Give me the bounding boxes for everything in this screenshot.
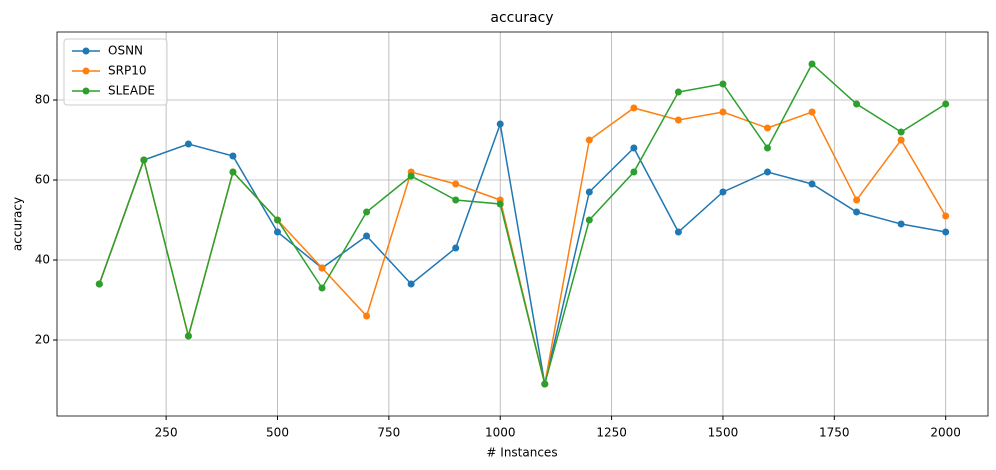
series-line	[98, 107, 947, 385]
y-axis-label: accuracy	[11, 197, 25, 251]
data-point	[585, 216, 593, 224]
legend-label: SLEADE	[108, 84, 155, 98]
legend-box	[63, 38, 168, 106]
data-point	[764, 124, 771, 132]
data-point	[184, 140, 192, 148]
data-point	[229, 168, 237, 176]
data-point	[363, 232, 371, 240]
data-point	[674, 228, 682, 236]
data-point	[95, 280, 103, 288]
data-point	[630, 168, 638, 176]
data-point	[630, 104, 638, 112]
data-point	[897, 136, 905, 144]
x-tick-label: 1750	[819, 426, 850, 440]
data-point	[764, 144, 771, 152]
series-line	[98, 121, 946, 385]
data-point	[407, 280, 415, 288]
data-point	[140, 156, 148, 164]
y-tick-label: 40	[35, 253, 50, 267]
data-point	[808, 60, 816, 68]
data-point	[897, 220, 905, 228]
data-point	[229, 152, 237, 160]
data-point	[496, 200, 504, 208]
data-point	[719, 80, 727, 88]
data-point	[318, 264, 326, 272]
data-point	[853, 196, 861, 204]
data-point	[274, 228, 281, 236]
data-point	[452, 244, 460, 252]
plot-frame	[56, 31, 989, 417]
y-tick-label: 80	[35, 93, 50, 107]
data-point	[808, 180, 816, 188]
legend: OSNN SRP10 SLEADE	[63, 38, 168, 106]
y-tick-label: 20	[35, 333, 50, 347]
data-point	[318, 284, 326, 292]
x-tick-label: 750	[377, 426, 400, 440]
data-point	[585, 136, 593, 144]
x-tick-label: 1500	[708, 426, 739, 440]
x-tick-label: 500	[266, 426, 289, 440]
data-point	[585, 188, 593, 196]
data-point	[674, 116, 682, 124]
x-tick-label: 1250	[596, 426, 627, 440]
data-point	[897, 128, 905, 136]
data-point	[452, 180, 460, 188]
data-point	[274, 216, 281, 224]
data-point	[719, 188, 727, 196]
x-tick-label: 1000	[485, 426, 516, 440]
data-point	[407, 172, 415, 180]
x-axis-label: # Instances	[486, 446, 557, 460]
legend-marker	[82, 67, 90, 75]
data-point	[942, 212, 950, 220]
data-point	[452, 196, 460, 204]
data-point	[184, 332, 192, 340]
legend-marker	[82, 87, 90, 95]
data-point	[853, 208, 861, 216]
x-tick-label: 250	[155, 426, 178, 440]
data-point	[719, 108, 727, 116]
series-line	[98, 62, 947, 387]
legend-label: OSNN	[108, 44, 143, 58]
data-point	[363, 208, 371, 216]
legend-label: SRP10	[108, 64, 146, 78]
data-point	[630, 144, 638, 152]
data-point	[942, 100, 950, 108]
y-tick-label: 60	[35, 173, 50, 187]
data-point	[808, 108, 816, 116]
data-point	[764, 168, 771, 176]
legend-marker	[82, 47, 90, 55]
data-point	[363, 312, 371, 320]
x-tick-label: 2000	[930, 426, 961, 440]
data-point	[853, 100, 861, 108]
chart-title: accuracy	[490, 10, 553, 26]
data-point	[674, 88, 682, 96]
data-point	[541, 380, 549, 388]
data-point	[496, 120, 504, 128]
data-point	[942, 228, 950, 236]
